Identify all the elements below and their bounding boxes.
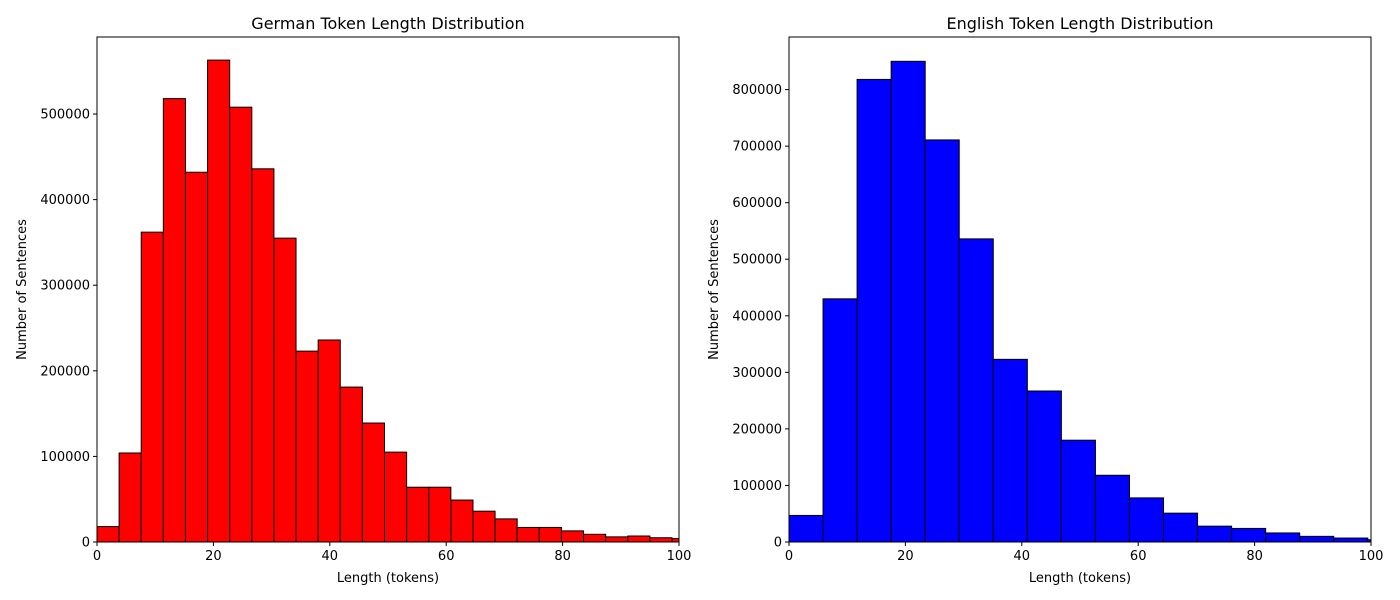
bar [450,499,474,542]
bar [184,171,209,542]
y-tick-label: 0 [774,536,782,551]
y-tick-label: 200000 [40,364,90,379]
english-chart: English Token Length Distribution 0 20 40 6… [707,14,1384,586]
bar [958,238,994,542]
bar [1026,390,1062,542]
bar [428,486,452,542]
bar [1094,474,1130,542]
x-tick-label: 60 [1130,549,1147,564]
bar [605,536,629,542]
bar [251,168,275,542]
y-tick-label: 600000 [732,196,782,211]
y-tick-label: 500000 [40,108,90,123]
bar [649,537,673,542]
y-tick-label: 100000 [40,450,90,465]
x-axis-label: Length (tokens) [337,571,439,586]
x-tick-label: 20 [205,549,222,564]
bar [406,486,430,542]
bar [339,386,363,542]
bar [822,298,858,542]
x-tick-label: 80 [1246,549,1263,564]
bar [1128,497,1165,542]
bar [627,535,651,542]
bar [538,526,562,542]
german-chart: German Token Length Distribution 0 20 40 60… [15,14,692,586]
axes-frame [788,36,1372,543]
bar [384,451,408,542]
axes-frame [96,36,680,543]
bar [924,139,960,542]
y-tick-label: 700000 [732,140,782,155]
bar [273,237,297,542]
bar [1060,439,1096,542]
x-tick-label: 100 [1359,549,1384,564]
bar [992,358,1028,542]
y-tick-label: 400000 [732,309,782,324]
x-tick-label: 80 [554,549,571,564]
bar [207,59,231,542]
y-tick-label: 0 [82,536,90,551]
bar [494,518,518,542]
x-tick-label: 0 [785,549,793,564]
bar [1333,537,1369,542]
bar [1163,512,1199,542]
y-tick-label: 400000 [40,193,90,208]
bar [1197,525,1233,542]
chart-title: German Token Length Distribution [251,14,524,33]
y-tick-label: 300000 [40,279,90,294]
y-axis-ticks: 0 100000 200000 300000 400000 500000 [40,108,97,551]
y-axis-label: Number of Sentences [15,219,30,360]
bar [1299,535,1335,542]
y-tick-label: 500000 [732,253,782,268]
x-axis-label: Length (tokens) [1029,571,1131,586]
bar [140,231,164,542]
y-tick-label: 100000 [732,479,782,494]
bar [229,106,253,542]
x-tick-label: 40 [322,549,339,564]
bar [97,526,120,542]
bar [560,530,585,542]
bars [97,59,679,542]
y-axis-label: Number of Sentences [707,219,722,360]
bar [671,538,679,542]
x-axis-ticks: 0 20 40 60 80 100 [785,542,1384,564]
bar [1231,527,1267,542]
y-tick-label: 300000 [732,366,782,381]
x-tick-label: 100 [667,549,692,564]
bar [1265,532,1301,542]
bar [1367,539,1371,542]
y-tick-label: 200000 [732,422,782,437]
bars [789,60,1371,542]
y-axis-ticks: 0 100000 200000 300000 400000 500000 600000 700… [732,83,789,551]
x-axis-ticks: 0 20 40 60 80 100 [93,542,692,564]
x-tick-label: 40 [1014,549,1031,564]
bar [472,510,496,542]
x-tick-label: 20 [897,549,914,564]
bar [361,422,386,542]
bar [118,452,142,542]
bar [583,533,607,542]
x-tick-label: 0 [93,549,101,564]
bar [162,98,186,542]
bar [856,78,892,542]
chart-title: English Token Length Distribution [946,14,1213,33]
y-tick-label: 800000 [732,83,782,98]
bar [789,514,824,542]
bar [295,350,319,542]
bar [317,339,341,542]
bar [890,60,926,542]
bar [516,526,540,542]
x-tick-label: 60 [438,549,455,564]
